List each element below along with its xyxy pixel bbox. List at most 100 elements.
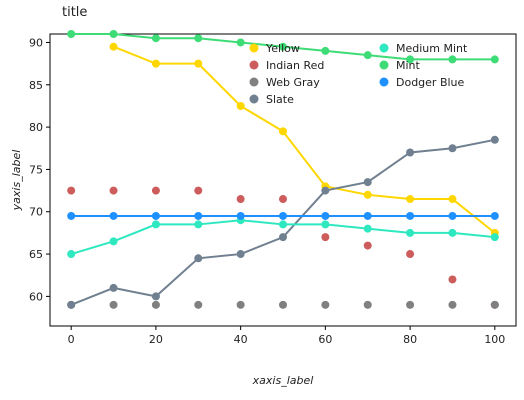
data-point-dodger-blue	[321, 212, 329, 220]
data-point-slate	[152, 292, 160, 300]
x-tick-label: 0	[68, 333, 75, 346]
data-point-indian-red	[194, 187, 202, 195]
y-tick-label: 90	[29, 36, 43, 49]
data-point-slate	[194, 254, 202, 262]
data-point-mint	[491, 55, 499, 63]
data-point-web-gray	[364, 301, 372, 309]
data-point-yellow	[194, 60, 202, 68]
data-point-mint	[152, 34, 160, 42]
data-point-yellow	[237, 102, 245, 110]
data-point-yellow	[448, 195, 456, 203]
data-point-dodger-blue	[491, 212, 499, 220]
x-axis-label: xaxis_label	[252, 374, 314, 387]
legend-label-mint: Mint	[396, 59, 421, 72]
legend-label-yellow: Yellow	[265, 42, 300, 55]
data-point-indian-red	[321, 233, 329, 241]
data-point-slate	[110, 284, 118, 292]
data-point-indian-red	[67, 187, 75, 195]
x-tick-label: 20	[149, 333, 163, 346]
data-point-medium-mint	[406, 229, 414, 237]
data-point-slate	[364, 178, 372, 186]
x-tick-label: 40	[234, 333, 248, 346]
data-point-yellow	[364, 191, 372, 199]
data-point-dodger-blue	[279, 212, 287, 220]
legend-label-medium-mint: Medium Mint	[396, 42, 468, 55]
data-point-slate	[321, 187, 329, 195]
data-point-yellow	[152, 60, 160, 68]
data-point-dodger-blue	[448, 212, 456, 220]
data-point-slate	[279, 233, 287, 241]
legend-label-indian-red: Indian Red	[266, 59, 324, 72]
data-point-medium-mint	[194, 220, 202, 228]
data-point-dodger-blue	[67, 212, 75, 220]
data-point-web-gray	[194, 301, 202, 309]
data-point-medium-mint	[279, 220, 287, 228]
data-point-yellow	[279, 127, 287, 135]
legend-marker-dodger-blue	[380, 78, 389, 87]
y-tick-label: 75	[29, 163, 43, 176]
data-point-web-gray	[279, 301, 287, 309]
data-point-indian-red	[448, 275, 456, 283]
y-axis-label: yaxis_label	[10, 150, 23, 212]
data-point-web-gray	[110, 301, 118, 309]
y-tick-label: 85	[29, 79, 43, 92]
x-axis: 0 20 40 60 80 100	[68, 326, 506, 346]
data-point-mint	[364, 51, 372, 59]
data-point-indian-red	[406, 250, 414, 258]
y-tick-label: 70	[29, 206, 43, 219]
legend-label-slate: Slate	[266, 93, 294, 106]
legend-label-dodger-blue: Dodger Blue	[396, 76, 465, 89]
data-point-indian-red	[152, 187, 160, 195]
data-point-medium-mint	[110, 237, 118, 245]
data-point-medium-mint	[491, 233, 499, 241]
data-point-medium-mint	[364, 225, 372, 233]
data-point-web-gray	[321, 301, 329, 309]
x-tick-label: 80	[403, 333, 417, 346]
data-point-dodger-blue	[152, 212, 160, 220]
data-point-dodger-blue	[406, 212, 414, 220]
x-tick-label: 60	[318, 333, 332, 346]
data-point-web-gray	[237, 301, 245, 309]
data-point-dodger-blue	[194, 212, 202, 220]
legend-marker-mint	[380, 61, 389, 70]
data-point-mint	[321, 47, 329, 55]
data-point-slate	[237, 250, 245, 258]
data-point-mint	[448, 55, 456, 63]
data-point-dodger-blue	[364, 212, 372, 220]
y-tick-label: 80	[29, 121, 43, 134]
data-point-mint	[237, 38, 245, 46]
data-point-web-gray	[406, 301, 414, 309]
legend-marker-yellow	[250, 44, 259, 53]
data-point-web-gray	[491, 301, 499, 309]
data-point-mint	[194, 34, 202, 42]
data-point-slate	[491, 136, 499, 144]
data-point-dodger-blue	[237, 212, 245, 220]
y-tick-label: 65	[29, 248, 43, 261]
legend-label-web-gray: Web Gray	[266, 76, 320, 89]
data-point-yellow	[110, 43, 118, 51]
data-point-web-gray	[448, 301, 456, 309]
data-point-slate	[67, 301, 75, 309]
data-point-slate	[406, 148, 414, 156]
chart-title: title	[62, 5, 87, 20]
data-point-yellow	[406, 195, 414, 203]
data-point-dodger-blue	[110, 212, 118, 220]
y-tick-label: 60	[29, 290, 43, 303]
data-point-medium-mint	[448, 229, 456, 237]
legend-marker-medium-mint	[380, 44, 389, 53]
data-point-mint	[67, 30, 75, 38]
data-point-indian-red	[110, 187, 118, 195]
data-point-mint	[110, 30, 118, 38]
data-point-medium-mint	[67, 250, 75, 258]
data-point-medium-mint	[321, 220, 329, 228]
data-point-web-gray	[152, 301, 160, 309]
data-point-indian-red	[364, 242, 372, 250]
legend-marker-web-gray	[250, 78, 259, 87]
data-point-slate	[448, 144, 456, 152]
data-point-indian-red	[237, 195, 245, 203]
data-point-indian-red	[279, 195, 287, 203]
x-tick-label: 100	[484, 333, 505, 346]
legend-marker-indian-red	[250, 61, 259, 70]
data-point-medium-mint	[152, 220, 160, 228]
